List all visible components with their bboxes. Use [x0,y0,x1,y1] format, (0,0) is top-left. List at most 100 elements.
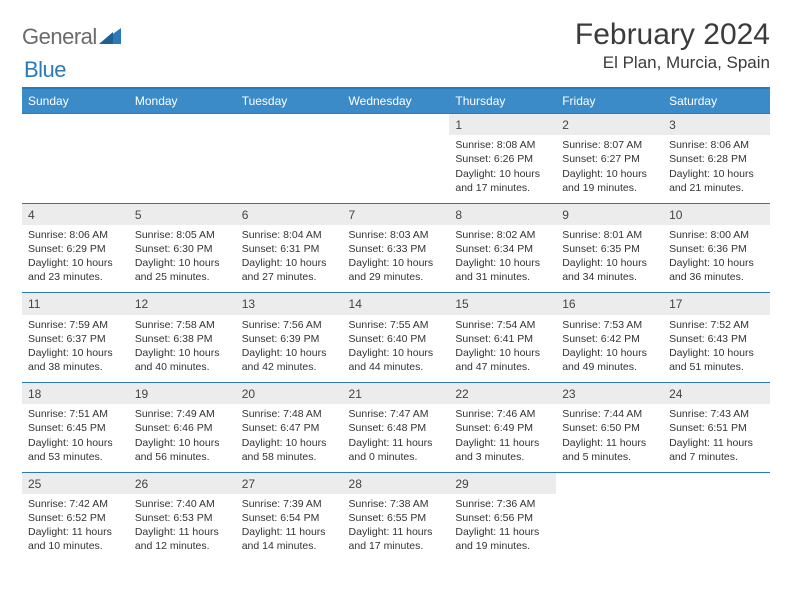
daylight-text: Daylight: 10 hours and 38 minutes. [28,346,123,374]
day-number-cell: 5 [129,203,236,225]
sunrise-text: Sunrise: 7:42 AM [28,497,123,511]
sunset-text: Sunset: 6:28 PM [669,152,764,166]
day-number-row: 2526272829 [22,472,770,494]
day-detail-cell: Sunrise: 7:42 AMSunset: 6:52 PMDaylight:… [22,494,129,562]
daylight-text: Daylight: 10 hours and 31 minutes. [455,256,550,284]
day-number-cell: 9 [556,203,663,225]
weekday-header: Wednesday [343,89,450,114]
day-detail-cell [343,135,450,203]
daylight-text: Daylight: 11 hours and 7 minutes. [669,436,764,464]
sunrise-text: Sunrise: 8:03 AM [349,228,444,242]
sunrise-text: Sunrise: 8:05 AM [135,228,230,242]
sunset-text: Sunset: 6:34 PM [455,242,550,256]
day-detail-cell: Sunrise: 8:03 AMSunset: 6:33 PMDaylight:… [343,225,450,293]
day-number-cell [663,472,770,494]
day-detail-cell: Sunrise: 8:08 AMSunset: 6:26 PMDaylight:… [449,135,556,203]
day-number-cell [343,114,450,136]
daylight-text: Daylight: 10 hours and 42 minutes. [242,346,337,374]
day-number-cell: 1 [449,114,556,136]
sunrise-text: Sunrise: 8:04 AM [242,228,337,242]
sunrise-text: Sunrise: 7:39 AM [242,497,337,511]
day-detail-cell: Sunrise: 7:49 AMSunset: 6:46 PMDaylight:… [129,404,236,472]
sunrise-text: Sunrise: 8:02 AM [455,228,550,242]
day-detail-cell: Sunrise: 7:54 AMSunset: 6:41 PMDaylight:… [449,315,556,383]
sunset-text: Sunset: 6:40 PM [349,332,444,346]
sunrise-text: Sunrise: 7:40 AM [135,497,230,511]
day-detail-cell: Sunrise: 7:43 AMSunset: 6:51 PMDaylight:… [663,404,770,472]
weekday-header: Thursday [449,89,556,114]
sunset-text: Sunset: 6:45 PM [28,421,123,435]
day-detail-cell: Sunrise: 8:02 AMSunset: 6:34 PMDaylight:… [449,225,556,293]
sunrise-text: Sunrise: 7:55 AM [349,318,444,332]
day-detail-cell: Sunrise: 7:51 AMSunset: 6:45 PMDaylight:… [22,404,129,472]
sunrise-text: Sunrise: 7:51 AM [28,407,123,421]
day-number-row: 45678910 [22,203,770,225]
sunrise-text: Sunrise: 7:47 AM [349,407,444,421]
weekday-header-row: Sunday Monday Tuesday Wednesday Thursday… [22,89,770,114]
daylight-text: Daylight: 10 hours and 44 minutes. [349,346,444,374]
day-detail-cell: Sunrise: 7:39 AMSunset: 6:54 PMDaylight:… [236,494,343,562]
day-number-cell: 11 [22,293,129,315]
day-detail-cell: Sunrise: 8:04 AMSunset: 6:31 PMDaylight:… [236,225,343,293]
day-number-cell: 12 [129,293,236,315]
day-detail-cell: Sunrise: 7:52 AMSunset: 6:43 PMDaylight:… [663,315,770,383]
day-number-row: 123 [22,114,770,136]
sunset-text: Sunset: 6:30 PM [135,242,230,256]
day-detail-cell [236,135,343,203]
daylight-text: Daylight: 10 hours and 27 minutes. [242,256,337,284]
daylight-text: Daylight: 10 hours and 29 minutes. [349,256,444,284]
day-detail-cell [663,494,770,562]
daylight-text: Daylight: 10 hours and 53 minutes. [28,436,123,464]
daylight-text: Daylight: 10 hours and 56 minutes. [135,436,230,464]
sunset-text: Sunset: 6:27 PM [562,152,657,166]
sunrise-text: Sunrise: 8:01 AM [562,228,657,242]
sunset-text: Sunset: 6:56 PM [455,511,550,525]
day-number-cell: 20 [236,383,343,405]
sunrise-text: Sunrise: 8:06 AM [669,138,764,152]
daylight-text: Daylight: 10 hours and 51 minutes. [669,346,764,374]
day-detail-cell [556,494,663,562]
day-number-cell: 8 [449,203,556,225]
day-number-cell: 2 [556,114,663,136]
daylight-text: Daylight: 11 hours and 10 minutes. [28,525,123,553]
sunset-text: Sunset: 6:47 PM [242,421,337,435]
sunrise-text: Sunrise: 7:36 AM [455,497,550,511]
weekday-header: Tuesday [236,89,343,114]
sunset-text: Sunset: 6:52 PM [28,511,123,525]
daylight-text: Daylight: 10 hours and 49 minutes. [562,346,657,374]
daylight-text: Daylight: 10 hours and 25 minutes. [135,256,230,284]
sunrise-text: Sunrise: 8:06 AM [28,228,123,242]
sunrise-text: Sunrise: 7:52 AM [669,318,764,332]
day-number-cell [236,114,343,136]
day-detail-row: Sunrise: 8:06 AMSunset: 6:29 PMDaylight:… [22,225,770,293]
location: El Plan, Murcia, Spain [575,53,770,73]
sunrise-text: Sunrise: 7:56 AM [242,318,337,332]
day-detail-cell [22,135,129,203]
sunrise-text: Sunrise: 7:48 AM [242,407,337,421]
weekday-header: Saturday [663,89,770,114]
day-number-cell: 23 [556,383,663,405]
sunset-text: Sunset: 6:42 PM [562,332,657,346]
daylight-text: Daylight: 10 hours and 36 minutes. [669,256,764,284]
sunset-text: Sunset: 6:49 PM [455,421,550,435]
sunrise-text: Sunrise: 8:00 AM [669,228,764,242]
day-number-cell: 19 [129,383,236,405]
sunset-text: Sunset: 6:37 PM [28,332,123,346]
month-title: February 2024 [575,18,770,51]
daylight-text: Daylight: 10 hours and 23 minutes. [28,256,123,284]
daylight-text: Daylight: 11 hours and 3 minutes. [455,436,550,464]
sunset-text: Sunset: 6:29 PM [28,242,123,256]
sunset-text: Sunset: 6:51 PM [669,421,764,435]
logo-triangle-icon [99,26,121,49]
day-detail-cell: Sunrise: 8:05 AMSunset: 6:30 PMDaylight:… [129,225,236,293]
sunrise-text: Sunrise: 7:46 AM [455,407,550,421]
day-detail-cell: Sunrise: 7:58 AMSunset: 6:38 PMDaylight:… [129,315,236,383]
daylight-text: Daylight: 11 hours and 12 minutes. [135,525,230,553]
sunrise-text: Sunrise: 7:58 AM [135,318,230,332]
sunrise-text: Sunrise: 7:54 AM [455,318,550,332]
weekday-header: Monday [129,89,236,114]
day-number-cell: 29 [449,472,556,494]
sunset-text: Sunset: 6:36 PM [669,242,764,256]
sunset-text: Sunset: 6:53 PM [135,511,230,525]
day-number-cell [556,472,663,494]
